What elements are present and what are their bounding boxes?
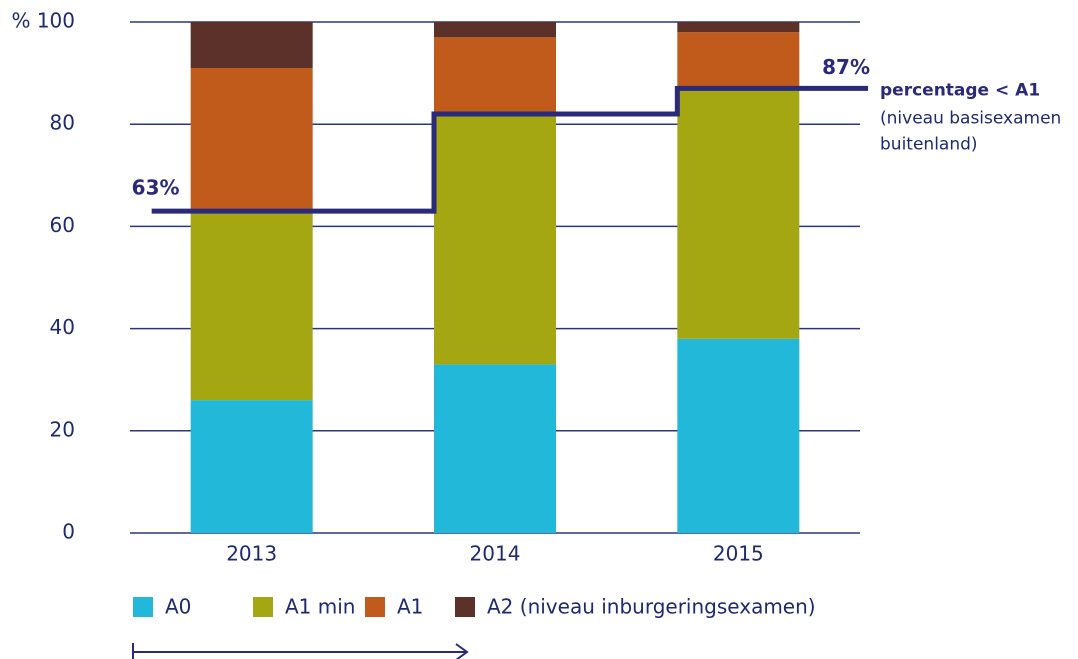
x-tick-label: 2013 — [226, 542, 277, 566]
line-annotation: (niveau basisexamen — [880, 108, 1061, 128]
legend-swatch — [133, 597, 153, 617]
bar-segment — [190, 67, 313, 212]
bar-segment — [677, 338, 800, 533]
legend-swatch — [365, 597, 385, 617]
value-label: 87% — [822, 55, 870, 79]
legend-label: A0 — [165, 595, 191, 619]
bar-segment — [677, 32, 800, 89]
y-tick-label: 40 — [50, 315, 75, 339]
legend-label: A2 (niveau inburgeringsexamen) — [487, 595, 816, 619]
y-tick-label: 20 — [50, 417, 75, 441]
line-name: percentage < A1 — [880, 80, 1040, 100]
y-tick-label: 60 — [50, 213, 75, 237]
arrow-head — [455, 643, 469, 659]
bar-segment — [677, 22, 800, 33]
line-annotation: buitenland) — [880, 134, 978, 154]
y-tick-label: % 100 — [11, 9, 75, 33]
bar-segment — [434, 113, 556, 365]
bar-segment — [434, 22, 556, 38]
y-tick-label: 80 — [50, 111, 75, 135]
bar-segment — [190, 400, 313, 533]
legend-label: A1 min — [285, 595, 355, 619]
legend-label: A1 — [397, 595, 423, 619]
y-tick-label: 0 — [62, 520, 75, 544]
bar-segment — [434, 37, 556, 114]
legend-swatch — [253, 597, 273, 617]
x-tick-label: 2015 — [713, 542, 764, 566]
bar-segment — [677, 88, 800, 339]
value-label: 63% — [132, 176, 180, 200]
bar-segment — [190, 22, 313, 68]
x-tick-label: 2014 — [470, 542, 521, 566]
bar-segment — [190, 211, 313, 401]
legend-swatch — [455, 597, 475, 617]
bar-segment — [434, 364, 556, 533]
